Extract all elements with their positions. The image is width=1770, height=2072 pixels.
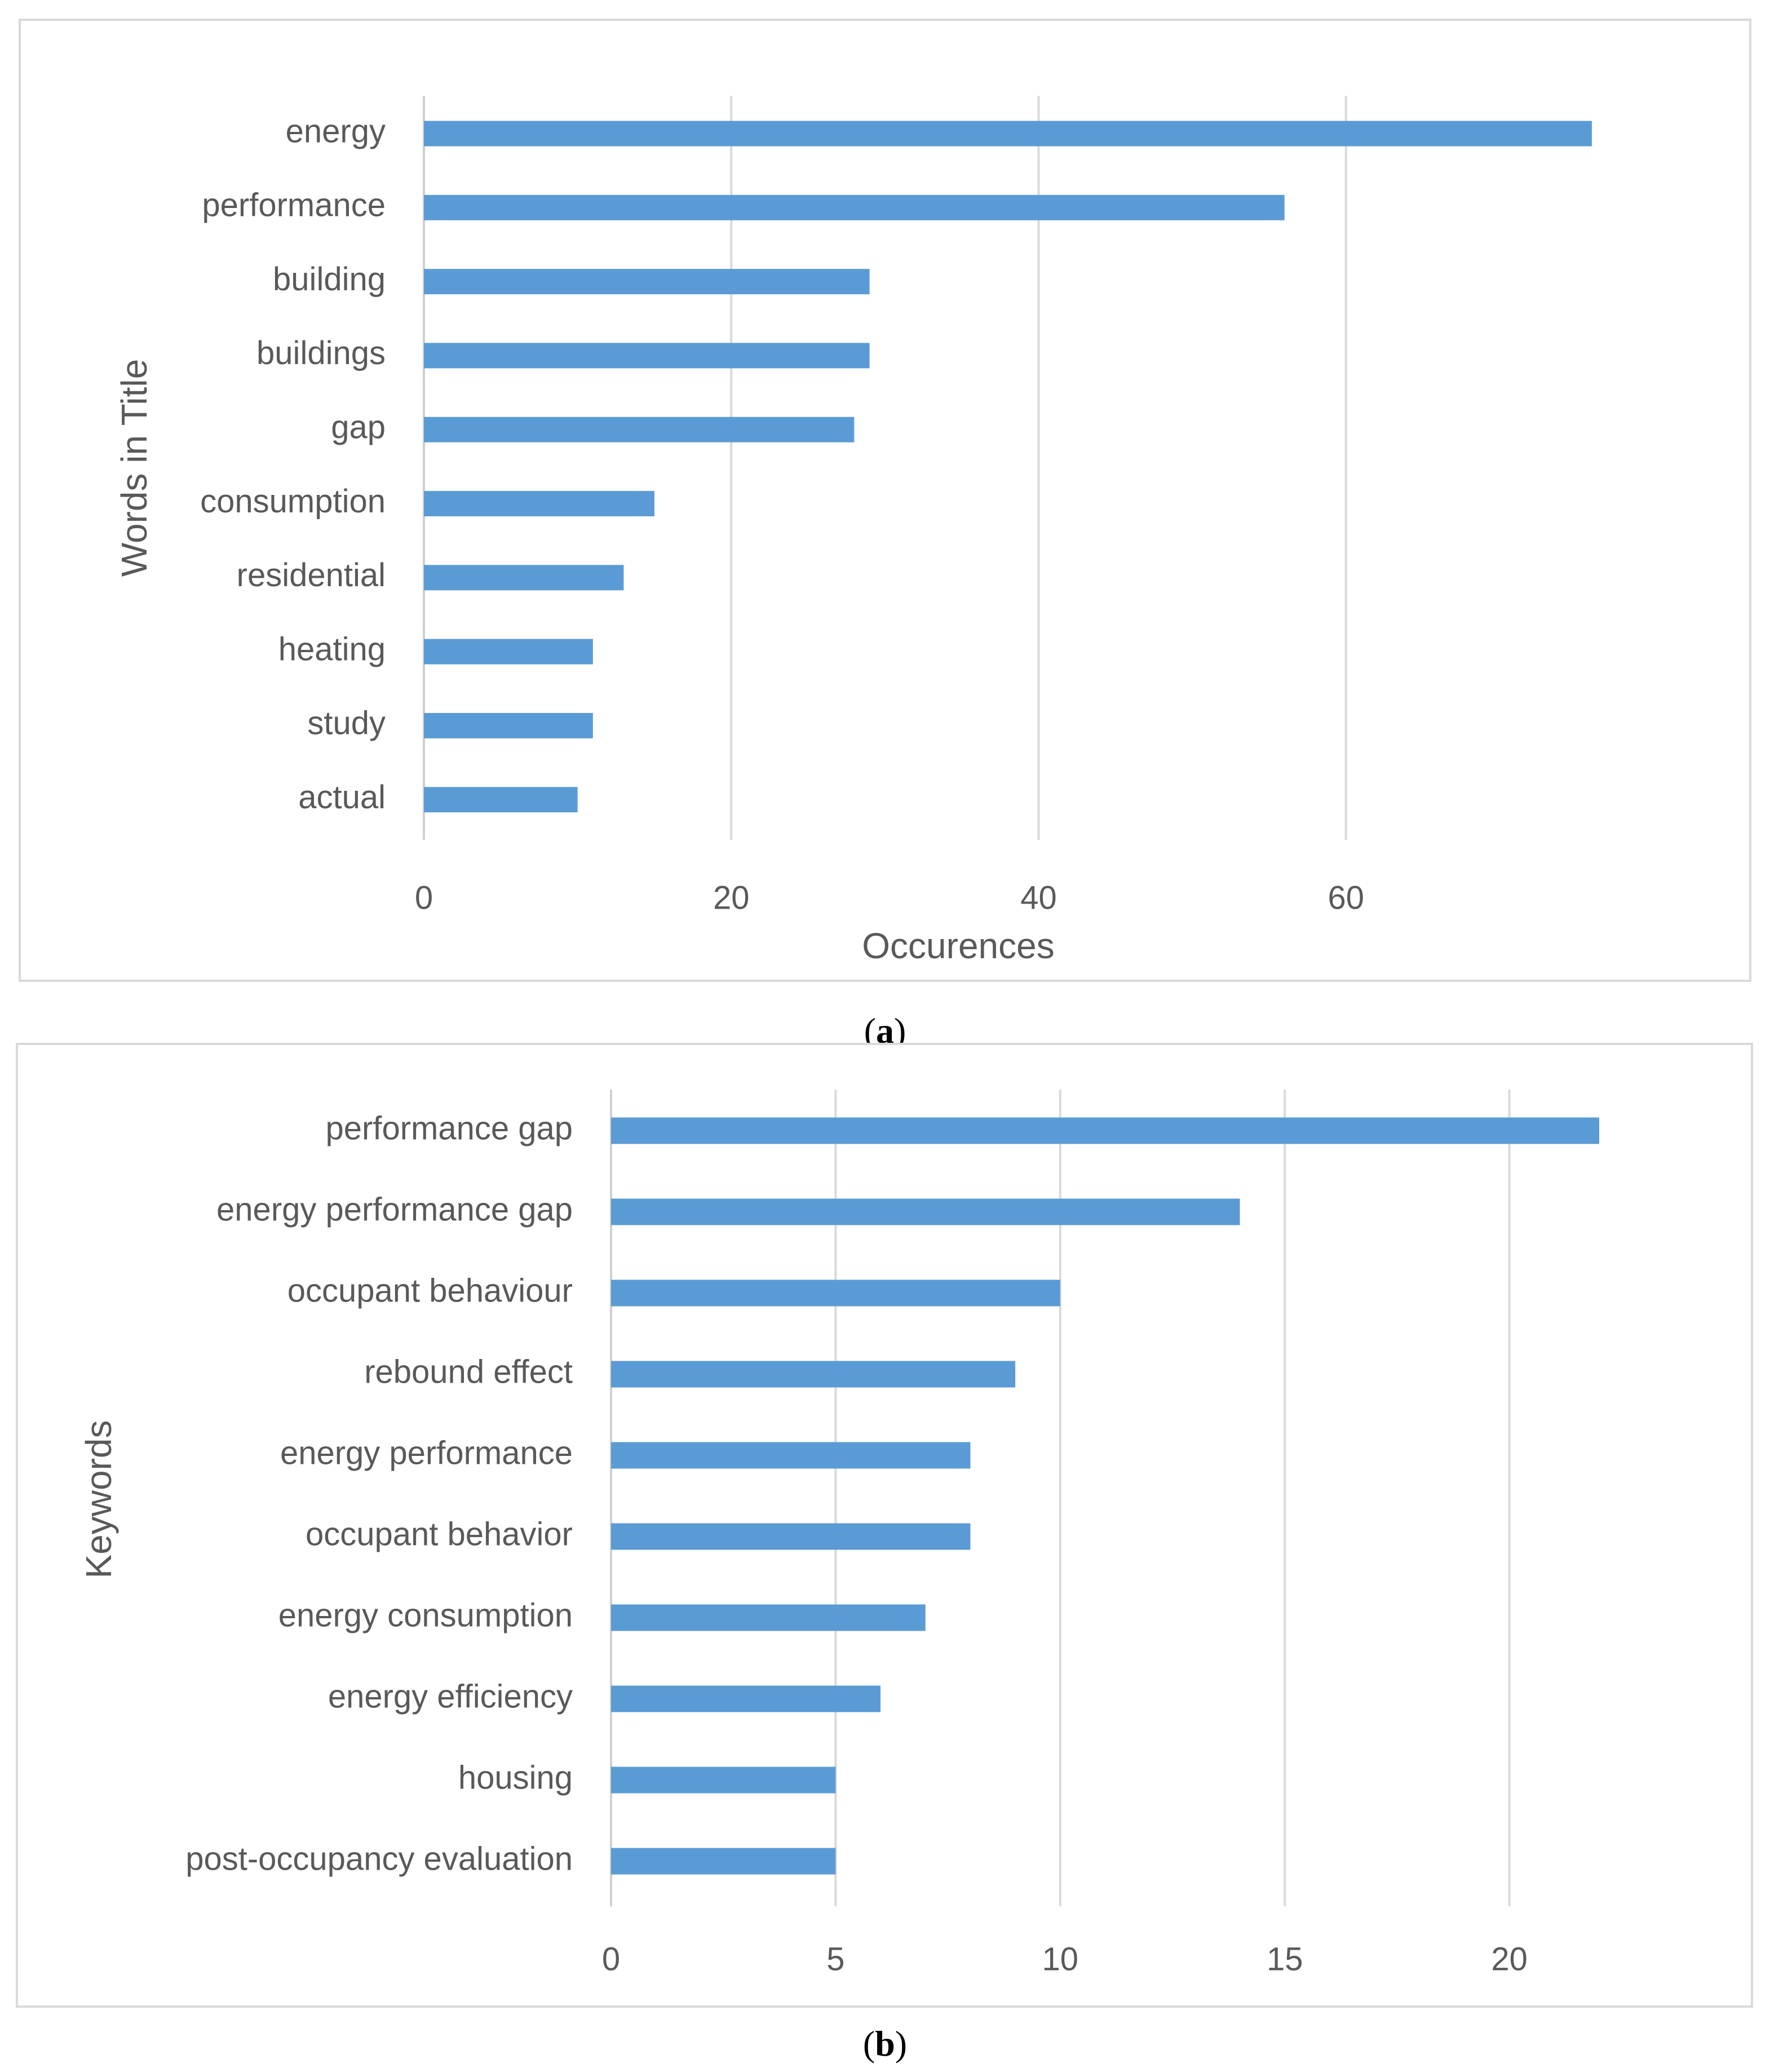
category-label-b-9: post-occupancy evaluation (185, 1840, 573, 1877)
category-label-a-0: energy (286, 113, 386, 149)
category-label-a-2: building (273, 261, 386, 298)
category-label-b-7: energy efficiency (328, 1678, 573, 1715)
bar-a-0 (424, 121, 1592, 147)
bar-a-4 (424, 417, 855, 442)
category-label-b-4: energy performance (280, 1435, 573, 1471)
bar-a-3 (424, 343, 870, 369)
category-label-b-8: housing (458, 1759, 573, 1796)
category-label-b-1: energy performance gap (216, 1191, 573, 1228)
x-tick-label-a-3: 60 (1328, 879, 1364, 916)
bar-b-8 (611, 1766, 836, 1794)
category-label-a-6: residential (237, 557, 386, 594)
bar-b-1 (611, 1198, 1240, 1225)
chart-frame-a (19, 19, 1751, 982)
y-axis-title-b: Keywords (78, 1420, 119, 1579)
x-tick-label-a-1: 20 (713, 879, 750, 916)
bar-b-0 (611, 1117, 1599, 1144)
category-label-a-3: buildings (256, 335, 386, 371)
panel-letter-b: b (875, 2024, 895, 2064)
panel-caption-b: (b) (863, 2024, 907, 2064)
bar-a-5 (424, 491, 654, 516)
bar-a-7 (424, 639, 593, 665)
category-label-a-4: gap (331, 409, 386, 446)
category-label-a-5: consumption (200, 483, 386, 520)
category-label-b-2: occupant behaviour (287, 1272, 573, 1309)
category-label-a-7: heating (278, 631, 386, 667)
category-label-b-5: occupant behavior (306, 1516, 573, 1552)
x-tick-label-b-2: 10 (1042, 1941, 1079, 1977)
bar-a-2 (424, 269, 870, 295)
bar-b-7 (611, 1685, 881, 1712)
x-tick-label-a-0: 0 (415, 879, 433, 916)
category-label-a-8: study (307, 705, 386, 742)
bar-b-5 (611, 1523, 971, 1550)
bar-a-9 (424, 787, 578, 813)
bar-b-6 (611, 1604, 926, 1631)
x-tick-label-b-0: 0 (602, 1941, 620, 1977)
bar-b-3 (611, 1361, 1016, 1388)
x-tick-label-a-2: 40 (1020, 879, 1057, 916)
category-label-b-6: energy consumption (278, 1597, 573, 1633)
category-label-b-0: performance gap (326, 1110, 573, 1146)
category-label-b-3: rebound effect (364, 1353, 573, 1390)
bar-a-1 (424, 194, 1285, 220)
bar-b-9 (611, 1848, 836, 1875)
bar-a-6 (424, 565, 624, 591)
bar-b-4 (611, 1442, 971, 1469)
category-label-a-1: performance (202, 187, 386, 224)
x-tick-label-b-4: 20 (1491, 1941, 1528, 1977)
y-axis-title-a: Words in Title (114, 359, 154, 577)
bar-b-2 (611, 1279, 1060, 1307)
x-tick-label-b-3: 15 (1267, 1941, 1303, 1977)
bar-a-8 (424, 712, 593, 738)
x-tick-label-b-1: 5 (826, 1941, 844, 1977)
category-label-a-9: actual (298, 779, 386, 816)
x-axis-title-a: Occurences (862, 926, 1054, 966)
